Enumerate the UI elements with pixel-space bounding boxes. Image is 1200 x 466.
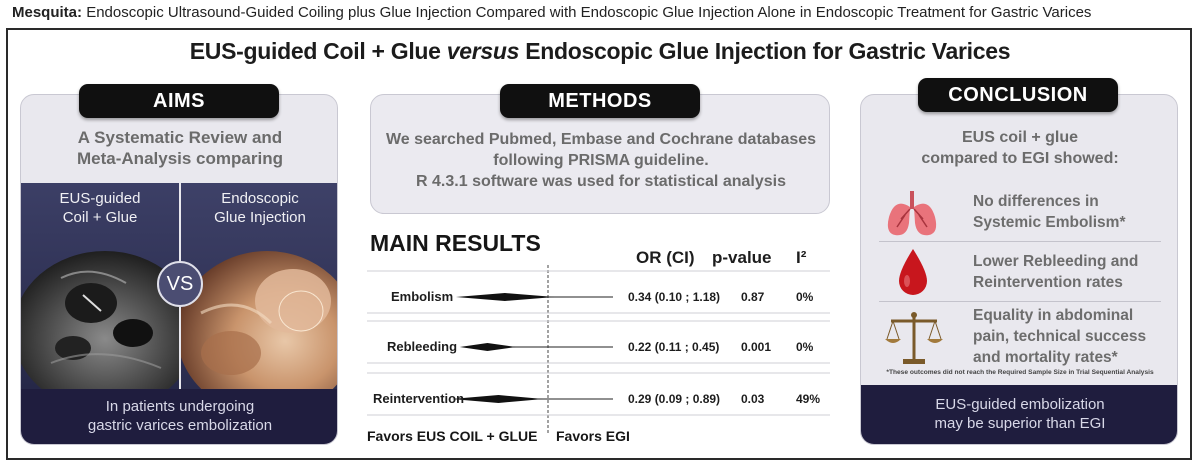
diamond-embolism: [455, 293, 555, 301]
row-p-embolism: 0.87: [741, 290, 765, 304]
col-p-header: p-value: [712, 248, 772, 267]
aims-footer1: In patients undergoing: [105, 398, 255, 415]
title-part1: EUS-guided Coil + Glue: [189, 38, 441, 64]
row-i2-reintervention: 49%: [796, 392, 820, 406]
methods-panel: We searched Pubmed, Embase and Cochrane …: [370, 94, 830, 214]
citation-line: Mesquita: Endoscopic Ultrasound-Guided C…: [12, 4, 1091, 21]
aims-footer2: gastric varices embolization: [87, 417, 273, 434]
conclusion-item3-line3: and mortality rates*: [973, 349, 1118, 366]
col-or-header: OR (CI): [636, 248, 695, 267]
conclusion-panel: EUS coil + glue compared to EGI showed: …: [860, 94, 1178, 445]
row-label-embolism: Embolism: [391, 289, 453, 304]
diamond-rebleeding: [459, 343, 517, 351]
aims-line1: A Systematic Review and: [77, 128, 283, 147]
endoscopic-image: Endoscopic Glue Injection: [181, 183, 337, 389]
conclusion-footer2: may be superior than EGI: [934, 415, 1106, 432]
conclusion-item1-line2: Systemic Embolism*: [973, 214, 1126, 231]
eus-label2: Coil + Glue: [62, 209, 138, 226]
conclusion-item1-line1: No differences in: [973, 193, 1099, 210]
endoscopy-graphic: [181, 183, 337, 389]
vs-badge: VS: [157, 261, 203, 307]
title-part2: Endoscopic Glue Injection for Gastric Va…: [525, 38, 1011, 64]
main-title: EUS-guided Coil + Glue versus Endoscopic…: [0, 38, 1200, 65]
methods-line2: following PRISMA guideline.: [493, 152, 709, 169]
methods-line3: R 4.3.1 software was used for statistica…: [416, 173, 786, 190]
conclusion-divider2: [879, 301, 1161, 302]
ultrasound-graphic: [21, 183, 179, 389]
lungs-icon: [887, 191, 937, 236]
conclusion-item2-line1: Lower Rebleeding and: [973, 253, 1139, 270]
vs-text: VS: [166, 273, 194, 295]
egi-label1: Endoscopic: [221, 190, 299, 207]
col-i2-header: I²: [796, 248, 807, 267]
diamond-reintervention: [451, 395, 544, 403]
conclusion-footer: EUS-guided embolization may be superior …: [861, 385, 1177, 444]
row-i2-embolism: 0%: [796, 290, 814, 304]
eus-label1: EUS-guided: [59, 190, 141, 207]
row-label-reintervention: Reintervention: [373, 391, 464, 406]
egi-label2: Glue Injection: [214, 209, 306, 226]
row-or-reintervention: 0.29 (0.09 ; 0.89): [628, 392, 720, 406]
title-versus: versus: [446, 38, 520, 64]
blood-drop-icon: [899, 249, 927, 295]
row-label-rebleeding: Rebleeding: [387, 339, 457, 354]
row-i2-rebleeding: 0%: [796, 340, 814, 354]
conclusion-item3-line2: pain, technical success: [973, 328, 1147, 345]
favors-left: Favors EUS COIL + GLUE: [367, 428, 538, 444]
aims-footer: In patients undergoing gastric varices e…: [21, 389, 337, 444]
row-p-reintervention: 0.03: [741, 392, 765, 406]
conclusion-intro2: compared to EGI showed:: [921, 150, 1119, 167]
citation-text: Endoscopic Ultrasound-Guided Coiling plu…: [86, 4, 1092, 21]
conclusion-heading: CONCLUSION: [918, 78, 1118, 112]
results-heading: MAIN RESULTS: [370, 230, 541, 256]
conclusion-footnote: *These outcomes did not reach the Requir…: [886, 369, 1154, 376]
scales-icon: [885, 312, 943, 364]
conclusion-footer1: EUS-guided embolization: [935, 396, 1105, 413]
row-p-rebleeding: 0.001: [741, 340, 771, 354]
eus-image: EUS-guided Coil + Glue: [21, 183, 179, 389]
conclusion-item3-line1: Equality in abdominal: [973, 307, 1134, 324]
aims-line2: Meta-Analysis comparing: [77, 149, 283, 168]
row-or-embolism: 0.34 (0.10 ; 1.18): [628, 290, 720, 304]
aims-panel: A Systematic Review and Meta-Analysis co…: [20, 94, 338, 445]
conclusion-divider1: [879, 241, 1161, 242]
conclusion-intro1: EUS coil + glue: [961, 129, 1079, 146]
conclusion-item2-line2: Reintervention rates: [973, 274, 1123, 291]
abstract-frame: [6, 28, 1192, 460]
citation-author: Mesquita:: [12, 4, 83, 21]
methods-heading: METHODS: [500, 84, 700, 118]
methods-line1: We searched Pubmed, Embase and Cochrane …: [385, 131, 817, 148]
forest-plot: Embolism 0.34 (0.10 ; 1.18) 0.87 0% Rebleedi…: [367, 265, 830, 435]
aims-heading: AIMS: [79, 84, 279, 118]
row-or-rebleeding: 0.22 (0.11 ; 0.45): [628, 340, 719, 354]
favors-right: Favors EGI: [556, 428, 630, 444]
